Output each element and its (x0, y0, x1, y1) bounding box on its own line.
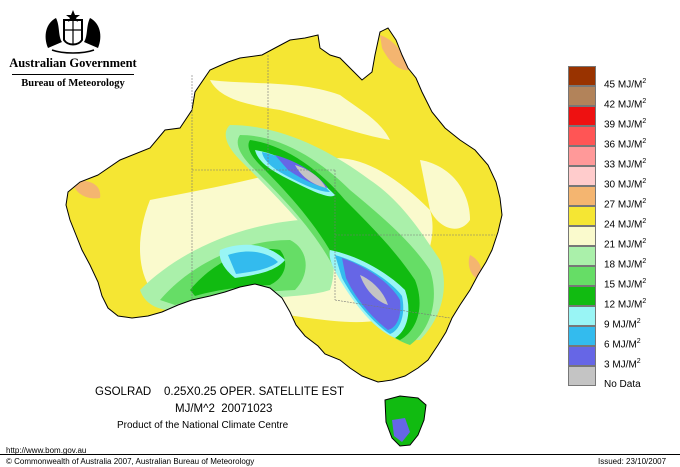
legend-label-text: 3 MJ/M (604, 359, 637, 371)
legend-label-text: 45 MJ/M (604, 79, 643, 91)
legend-label-text: 30 MJ/M (604, 179, 643, 191)
legend-item: 21 MJ/M2 (568, 226, 663, 250)
legend-swatch (568, 266, 596, 286)
legend-label-exponent: 2 (636, 318, 641, 325)
legend-label: 21 MJ/M2 (604, 238, 646, 250)
legend-swatch (568, 146, 596, 166)
legend-item: 6 MJ/M2 (568, 326, 663, 350)
legend-label: 27 MJ/M2 (604, 198, 646, 210)
legend-item: 12 MJ/M2 (568, 286, 663, 310)
legend-label-text: 18 MJ/M (604, 259, 643, 271)
legend-label-text: 21 MJ/M (604, 239, 643, 251)
legend-item: 15 MJ/M2 (568, 266, 663, 290)
legend-item: 18 MJ/M2 (568, 246, 663, 270)
legend-label-exponent: 2 (642, 298, 647, 305)
legend-label-exponent: 2 (642, 178, 647, 185)
legend-item: 27 MJ/M2 (568, 186, 663, 210)
legend-label-text: 6 MJ/M (604, 339, 637, 351)
legend-swatch (568, 366, 596, 386)
legend-label-text: 15 MJ/M (604, 279, 643, 291)
legend-swatch (568, 166, 596, 186)
legend-swatch (568, 206, 596, 226)
legend-item: 9 MJ/M2 (568, 306, 663, 330)
legend-label-text: 33 MJ/M (604, 159, 643, 171)
legend-label: 30 MJ/M2 (604, 178, 646, 190)
legend-label-exponent: 2 (642, 258, 647, 265)
legend-label-exponent: 2 (642, 278, 647, 285)
legend-label-exponent: 2 (642, 118, 647, 125)
bom-logo: Australian Government Bureau of Meteorol… (8, 8, 138, 98)
legend-swatch (568, 306, 596, 326)
legend-swatch (568, 246, 596, 266)
caption-credit: Product of the National Climate Centre (117, 420, 289, 431)
legend-swatch (568, 106, 596, 126)
legend-label: 24 MJ/M2 (604, 218, 646, 230)
legend-label-text: 42 MJ/M (604, 99, 643, 111)
footer-issued-date: Issued: 23/10/2007 (598, 457, 667, 466)
caption-product: GSOLRAD 0.25X0.25 OPER. SATELLITE EST (95, 386, 345, 398)
legend-label: 42 MJ/M2 (604, 98, 646, 110)
legend-label: 33 MJ/M2 (604, 158, 646, 170)
legend-label-text: 12 MJ/M (604, 299, 643, 311)
legend-label-exponent: 2 (642, 158, 647, 165)
legend-label-text: No Data (604, 379, 641, 390)
coat-of-arms-icon (45, 10, 101, 54)
legend-label-exponent: 2 (642, 238, 647, 245)
legend-item: No Data (568, 366, 663, 390)
legend-swatch (568, 186, 596, 206)
legend-label-text: 39 MJ/M (604, 119, 643, 131)
legend-label: 36 MJ/M2 (604, 138, 646, 150)
map-caption: GSOLRAD 0.25X0.25 OPER. SATELLITE EST MJ… (95, 386, 344, 437)
legend-label: 15 MJ/M2 (604, 278, 646, 290)
legend-label-text: 27 MJ/M (604, 199, 643, 211)
legend-label: 9 MJ/M2 (604, 318, 641, 330)
legend-label-exponent: 2 (642, 78, 647, 85)
legend-swatch (568, 286, 596, 306)
logo-divider (12, 74, 134, 75)
legend-label: 6 MJ/M2 (604, 338, 641, 350)
legend-label-text: 24 MJ/M (604, 219, 643, 231)
legend-item: 3 MJ/M2 (568, 346, 663, 370)
legend-swatch (568, 326, 596, 346)
legend-label-text: 36 MJ/M (604, 139, 643, 151)
legend-label: 12 MJ/M2 (604, 298, 646, 310)
legend-item: 39 MJ/M2 (568, 106, 663, 130)
legend-label-exponent: 2 (642, 98, 647, 105)
legend-item: 30 MJ/M2 (568, 166, 663, 190)
legend-label: 3 MJ/M2 (604, 358, 641, 370)
legend-item: 36 MJ/M2 (568, 126, 663, 150)
legend-item: 33 MJ/M2 (568, 146, 663, 170)
legend-swatch (568, 86, 596, 106)
legend-label-exponent: 2 (642, 138, 647, 145)
legend-item: 42 MJ/M2 (568, 86, 663, 110)
caption-units-date: MJ/M^2 20071023 (175, 403, 273, 415)
legend-label-exponent: 2 (642, 198, 647, 205)
legend-swatch (568, 66, 596, 86)
legend-item: 24 MJ/M2 (568, 206, 663, 230)
legend-swatch (568, 226, 596, 246)
footer-divider (0, 454, 680, 455)
legend-label-exponent: 2 (636, 358, 641, 365)
legend-label: No Data (604, 379, 641, 390)
footer-copyright: © Commonwealth of Australia 2007, Austra… (6, 457, 255, 466)
agency-title: Bureau of Meteorology (21, 78, 125, 89)
legend-label-exponent: 2 (642, 218, 647, 225)
legend-item: 45 MJ/M2 (568, 66, 663, 90)
legend-label: 39 MJ/M2 (604, 118, 646, 130)
legend-label: 45 MJ/M2 (604, 78, 646, 90)
government-title: Australian Government (9, 56, 137, 70)
legend-label: 18 MJ/M2 (604, 258, 646, 270)
legend-swatch (568, 346, 596, 366)
footer-url[interactable]: http://www.bom.gov.au (6, 446, 87, 455)
legend-label-exponent: 2 (636, 338, 641, 345)
legend-swatch (568, 126, 596, 146)
legend-label-text: 9 MJ/M (604, 319, 637, 331)
